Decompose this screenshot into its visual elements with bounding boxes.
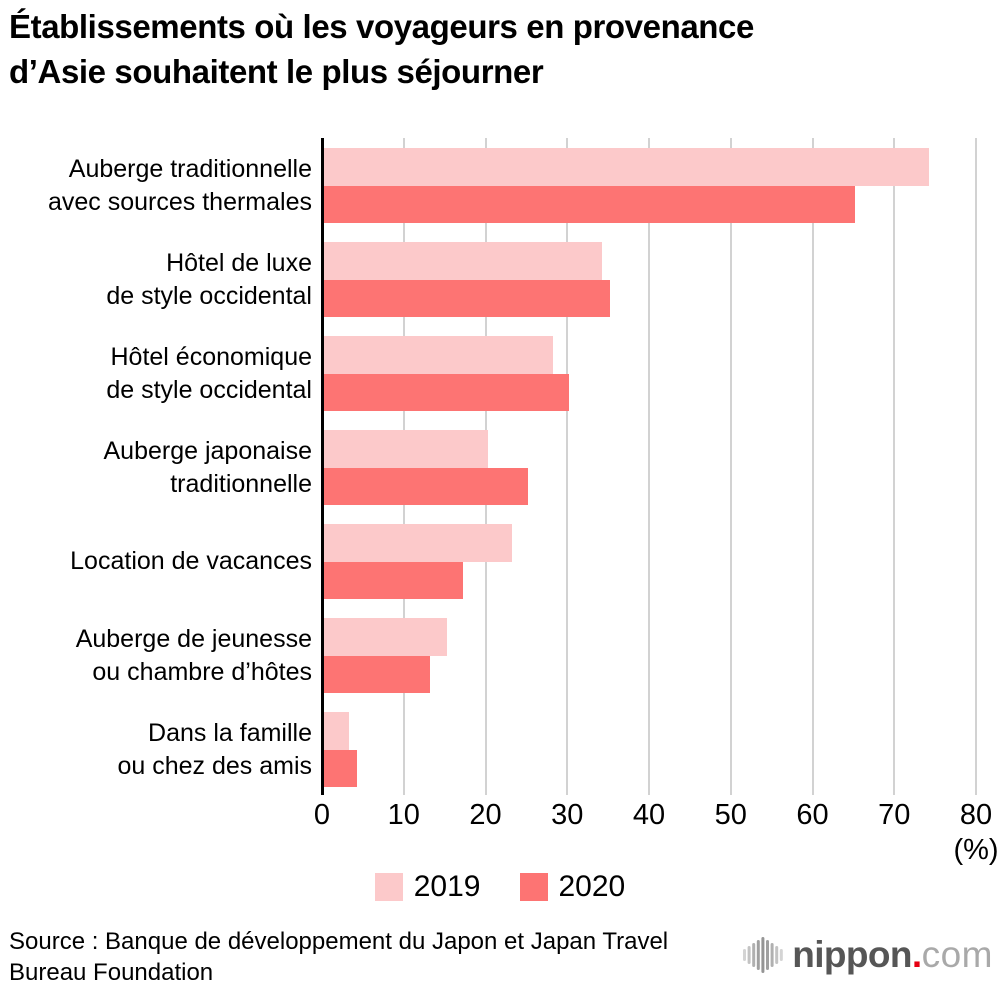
x-tick-label: 40	[632, 799, 666, 831]
bar-chart: 0 10 20 30 40 50 60 70 80 (%) Auberge traditionnel…	[0, 138, 1000, 883]
category-label-line: Hôtel de luxe	[166, 248, 312, 277]
category-label-line: Auberge traditionnelle	[68, 154, 312, 183]
category-label-line: avec sources thermales	[47, 187, 312, 216]
category-label-line: Dans la famille	[148, 718, 312, 747]
category-label: Auberge traditionnelle avec sources therm…	[0, 148, 312, 223]
x-gridline	[566, 138, 569, 795]
legend-swatch-2019	[374, 873, 403, 901]
bar-2019	[324, 524, 513, 562]
nippon-logo: nippon.com	[742, 933, 993, 977]
title-line-2: d’Asie souhaitent le plus séjourner	[9, 53, 544, 90]
x-tick-label: 20	[469, 799, 502, 831]
bar-2020	[324, 185, 856, 223]
x-gridline	[729, 138, 732, 795]
legend-swatch-2020	[519, 873, 548, 901]
logo-dot: .	[911, 934, 922, 975]
category-label-line: ou chambre d’hôtes	[92, 657, 312, 686]
waveform-icon	[743, 937, 784, 973]
category-label-line: ou chez des amis	[117, 751, 312, 780]
chart-title: Établissements où les voyageurs en prove…	[9, 4, 754, 94]
category-label: Auberge de jeunesse ou chambre d’hôtes	[0, 618, 312, 693]
category-label-line: Auberge japonaise	[103, 436, 313, 465]
x-gridline	[811, 138, 814, 795]
category-label: Hôtel économique de style occidental	[0, 336, 312, 411]
logo-text-com: com	[921, 934, 993, 975]
x-axis-unit-label: (%)	[953, 834, 999, 866]
x-tick-label: 30	[551, 799, 584, 831]
category-label-line: de style occidental	[106, 281, 312, 310]
x-gridline	[648, 138, 650, 795]
logo-text-nippon: nippon	[792, 934, 912, 975]
legend-item: 2020	[519, 870, 626, 904]
source-line-2: Bureau Foundation	[9, 959, 214, 986]
category-label-line: Auberge de jeunesse	[75, 624, 312, 653]
title-line-1: Établissements où les voyageurs en prove…	[9, 8, 754, 45]
x-tick-label: 0	[313, 799, 331, 831]
bar-2019	[324, 618, 447, 656]
category-label-line: traditionnelle	[170, 469, 312, 498]
category-label-line: Location de vacances	[70, 547, 312, 575]
source-note: Source : Banque de développement du Japo…	[9, 926, 668, 986]
bar-2020	[324, 561, 463, 599]
legend: 2019 2020	[0, 870, 1000, 904]
x-tick-label: 50	[714, 799, 747, 831]
x-tick-label: 80	[959, 799, 993, 831]
category-label: Dans la famille ou chez des amis	[0, 712, 312, 787]
legend-label: 2019	[413, 870, 481, 903]
bar-2020	[324, 279, 611, 317]
bar-2019	[324, 242, 602, 280]
bar-2019	[324, 336, 553, 374]
bar-2020	[324, 467, 529, 505]
bar-2020	[324, 373, 570, 411]
x-tick-label: 60	[796, 799, 829, 831]
source-line-1: Source : Banque de développement du Japo…	[9, 928, 669, 955]
legend-item: 2019	[374, 870, 481, 904]
x-tick-label: 10	[387, 799, 420, 831]
x-tick-label: 70	[878, 799, 911, 831]
category-label: Auberge japonaise traditionnelle	[0, 430, 313, 505]
logo-text: nippon.com	[792, 934, 993, 976]
bar-2019	[324, 148, 929, 186]
category-label: Hôtel de luxe de style occidental	[0, 242, 312, 317]
x-gridline	[893, 138, 896, 795]
bar-2020	[324, 749, 357, 787]
category-label-line: Hôtel économique	[110, 342, 312, 371]
category-label-line: de style occidental	[106, 375, 312, 404]
bar-2019	[324, 712, 349, 750]
bar-2020	[324, 655, 431, 693]
category-label: Location de vacances	[0, 524, 312, 599]
legend-label: 2020	[558, 870, 626, 903]
y-axis-line	[320, 138, 324, 795]
bar-2019	[324, 430, 488, 468]
x-gridline	[975, 138, 977, 795]
